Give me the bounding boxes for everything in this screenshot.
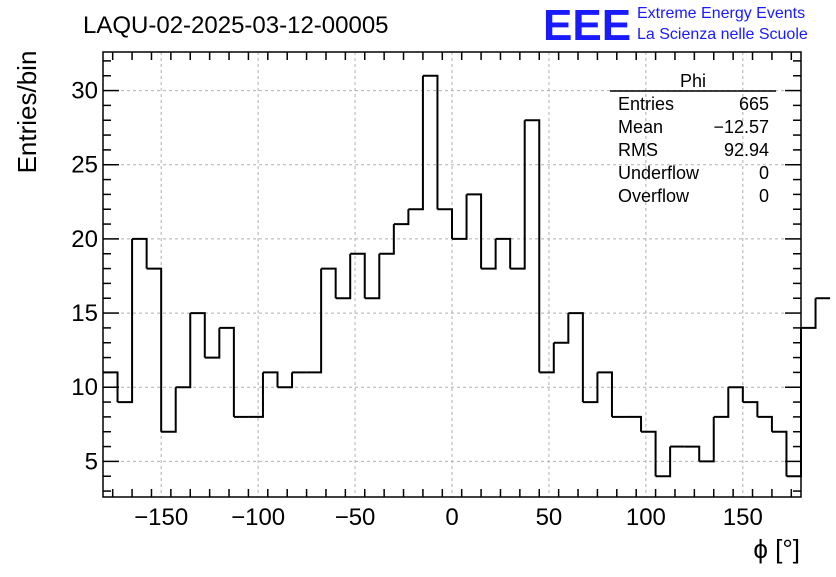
histogram-bin <box>306 268 323 374</box>
y-tick-label: 30 <box>71 78 98 105</box>
eee-logo-mark: EEE <box>543 1 631 50</box>
x-tick-label: −100 <box>231 504 285 531</box>
histogram-bin <box>582 372 599 404</box>
histogram-bin <box>132 237 148 269</box>
histogram-bin <box>481 238 497 270</box>
histogram-bin <box>757 415 773 432</box>
plot-frame <box>102 51 802 498</box>
histogram-bin <box>452 194 468 240</box>
histogram-bin <box>713 387 730 418</box>
y-tick-label: 10 <box>71 374 98 401</box>
histogram-bin <box>219 326 235 417</box>
y-axis-label: Entries/bin <box>12 51 42 174</box>
histogram-bin <box>742 401 759 417</box>
stats-row-label: Mean <box>618 117 663 137</box>
histogram-bin <box>408 75 424 211</box>
histogram-bin <box>321 267 337 299</box>
stats-row-value: 665 <box>739 94 769 114</box>
histogram-bars <box>103 74 831 478</box>
histogram-bin <box>466 193 483 269</box>
tick-labels: −150 −100 −50 0 50 100 150 5 10 15 20 25 30 <box>71 78 763 531</box>
histogram-bin <box>568 312 584 403</box>
histogram-bin <box>728 386 744 403</box>
stats-row-value: 92.94 <box>724 140 769 160</box>
histogram-bin <box>524 119 541 373</box>
histogram-bin <box>422 74 439 210</box>
histogram-bin <box>175 313 192 389</box>
histogram-bin <box>684 445 701 462</box>
histogram-bin <box>335 253 352 300</box>
histogram-bin <box>393 209 410 226</box>
histogram-bin <box>350 252 366 299</box>
histogram-bin <box>699 416 715 463</box>
y-tick-label: 20 <box>71 226 98 253</box>
x-axis-label: ϕ [°] <box>753 534 800 564</box>
histogram-bin <box>117 238 134 404</box>
grid-lines <box>103 52 801 497</box>
histogram-bin <box>364 253 381 300</box>
stats-box: Phi Entries 665 Mean −12.57 RMS 92.94 Underflo… <box>610 71 776 206</box>
stats-rows: Entries 665 Mean −12.57 RMS 92.94 Underflow 0 Ov… <box>618 94 769 206</box>
histogram-bin <box>801 298 817 329</box>
histogram-bin <box>161 387 177 433</box>
histogram-bin <box>248 372 264 418</box>
histogram-bin <box>655 446 672 478</box>
x-tick-label: 50 <box>536 504 563 531</box>
axis-ticks <box>103 52 801 497</box>
histogram-bin <box>597 371 613 417</box>
histogram-bin <box>204 327 221 359</box>
stats-box-name: Phi <box>680 71 706 91</box>
histogram-bin <box>539 342 555 374</box>
histogram-bin <box>553 313 570 344</box>
stats-row-value: 0 <box>759 186 769 206</box>
histogram-bin <box>510 120 526 270</box>
histogram-bin <box>146 267 163 432</box>
histogram-bin <box>626 415 643 432</box>
histogram-bin <box>277 372 294 389</box>
eee-logo-line1: Extreme Energy Events <box>637 5 805 22</box>
stats-row-label: RMS <box>618 140 658 160</box>
x-tick-label: −150 <box>134 504 188 531</box>
stats-row-label: Overflow <box>618 186 690 206</box>
histogram-bin <box>262 371 279 388</box>
histogram-bin <box>379 224 395 255</box>
histogram-bin <box>771 430 788 477</box>
y-tick-label: 5 <box>85 448 98 475</box>
x-tick-label: −50 <box>335 504 376 531</box>
y-tick-label: 25 <box>71 152 98 179</box>
stats-row-label: Entries <box>618 94 674 114</box>
x-tick-label: 150 <box>723 504 763 531</box>
y-tick-label: 15 <box>71 300 98 327</box>
histogram-bin <box>437 208 453 239</box>
histogram-bin <box>641 430 657 477</box>
eee-logo: EEE Extreme Energy Events La Scienza nel… <box>543 1 808 50</box>
stats-row-label: Underflow <box>618 163 700 183</box>
x-tick-label: 0 <box>445 504 458 531</box>
histogram-bin <box>190 312 206 358</box>
stats-row-value: −12.57 <box>713 117 769 137</box>
eee-logo-line2: La Scienza nelle Scuole <box>637 26 808 43</box>
stats-row-value: 0 <box>759 163 769 183</box>
histogram-bin <box>495 237 512 269</box>
chart-title: LAQU-02-2025-03-12-00005 <box>83 12 389 39</box>
x-tick-label: 100 <box>626 504 666 531</box>
